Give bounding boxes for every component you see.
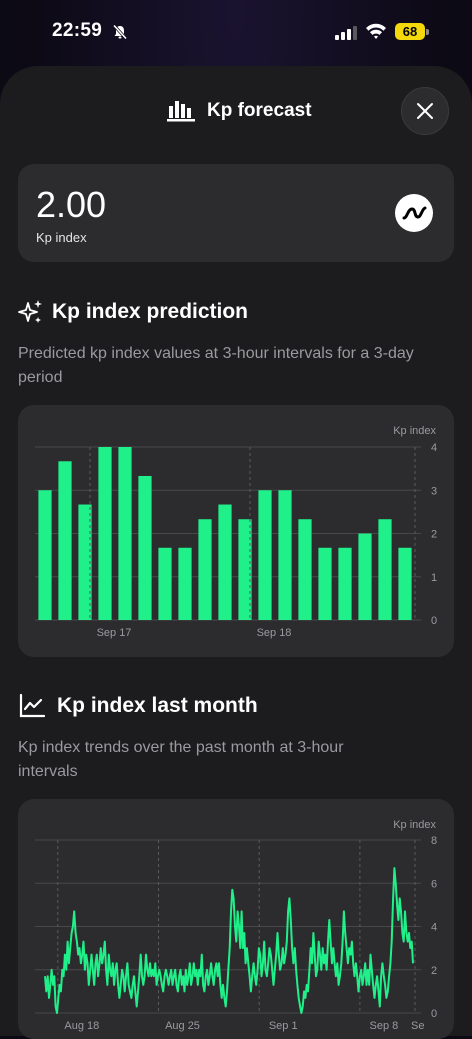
trend-wave-icon [395, 194, 433, 232]
y-tick-label: 4 [431, 442, 437, 454]
y-tick-label: 8 [431, 835, 437, 847]
y-axis-label: Kp index [393, 819, 436, 831]
prediction-bar [158, 547, 172, 620]
prediction-bar [318, 547, 332, 620]
kp-trend-line [44, 867, 414, 1014]
bell-muted-icon [112, 24, 128, 40]
x-tick-label: Se [411, 1020, 424, 1032]
y-tick-label: 0 [431, 615, 437, 627]
line-chart-icon [19, 693, 45, 718]
close-icon [417, 103, 433, 119]
y-tick-label: 4 [431, 922, 437, 934]
x-tick-label: Sep 1 [269, 1020, 298, 1032]
x-tick-label: Sep 8 [370, 1020, 399, 1032]
prediction-bar [98, 447, 112, 620]
prediction-bar [58, 461, 72, 620]
prediction-bar [338, 547, 352, 620]
last-month-line-chart: Kp index 0 2 4 6 8 Aug 18 Aug 25 Sep 1 Sep 8 Se [35, 819, 437, 1032]
y-tick-label: 6 [431, 878, 437, 890]
x-tick-label: Aug 25 [165, 1020, 200, 1032]
prediction-description: Predicted kp index values at 3-hour inte… [18, 345, 414, 386]
status-time: 22:59 [52, 20, 103, 41]
prediction-bar-chart: Kp index 0 1 2 3 4 Sep 17 Sep 18 [35, 425, 437, 639]
prediction-bar [258, 490, 272, 620]
x-tick-label: Sep 17 [97, 627, 132, 639]
prediction-bar [378, 519, 392, 620]
last-month-title: Kp index last month [57, 694, 258, 717]
x-tick-label: Aug 18 [64, 1020, 99, 1032]
prediction-bar [38, 490, 52, 620]
x-tick-label: Sep 18 [257, 627, 292, 639]
prediction-chart: Kp index 0 1 2 3 4 Sep 17 Sep 18 [18, 405, 454, 657]
battery-tip [426, 29, 429, 35]
prediction-bar [198, 519, 212, 620]
prediction-bar [278, 490, 292, 620]
bar-chart-icon [167, 101, 195, 122]
last-month-chart: Kp index 0 2 4 6 8 Aug 18 Aug 25 Sep 1 Sep 8 Se [18, 799, 454, 1039]
prediction-title: Kp index prediction [52, 300, 249, 323]
close-button[interactable] [401, 87, 449, 135]
prediction-bar [398, 547, 412, 620]
current-kp-card [18, 164, 454, 262]
y-axis-label: Kp index [393, 425, 436, 437]
status-bar: 22:59 68 [0, 0, 472, 64]
prediction-bar [218, 504, 232, 620]
last-month-description: Kp index trends over the past month at 3… [18, 739, 344, 780]
sheet-title: Kp forecast [207, 100, 312, 121]
y-tick-label: 2 [431, 965, 437, 977]
sparkles-icon [18, 300, 42, 323]
y-tick-label: 3 [431, 485, 437, 497]
cellular-signal-icon [335, 26, 357, 40]
prediction-bar [298, 519, 312, 620]
prediction-bar [178, 547, 192, 620]
prediction-bar [138, 475, 152, 620]
prediction-bar [118, 447, 132, 620]
battery-indicator: 68 [395, 23, 425, 40]
prediction-bar [358, 533, 372, 620]
y-tick-label: 1 [431, 572, 437, 584]
kp-value: 2.00 [36, 184, 107, 225]
kp-label: Kp index [36, 230, 87, 245]
y-tick-label: 0 [431, 1008, 437, 1020]
prediction-bar [78, 504, 92, 620]
y-tick-label: 2 [431, 529, 437, 541]
wifi-icon [366, 23, 386, 39]
prediction-bar [238, 519, 252, 620]
